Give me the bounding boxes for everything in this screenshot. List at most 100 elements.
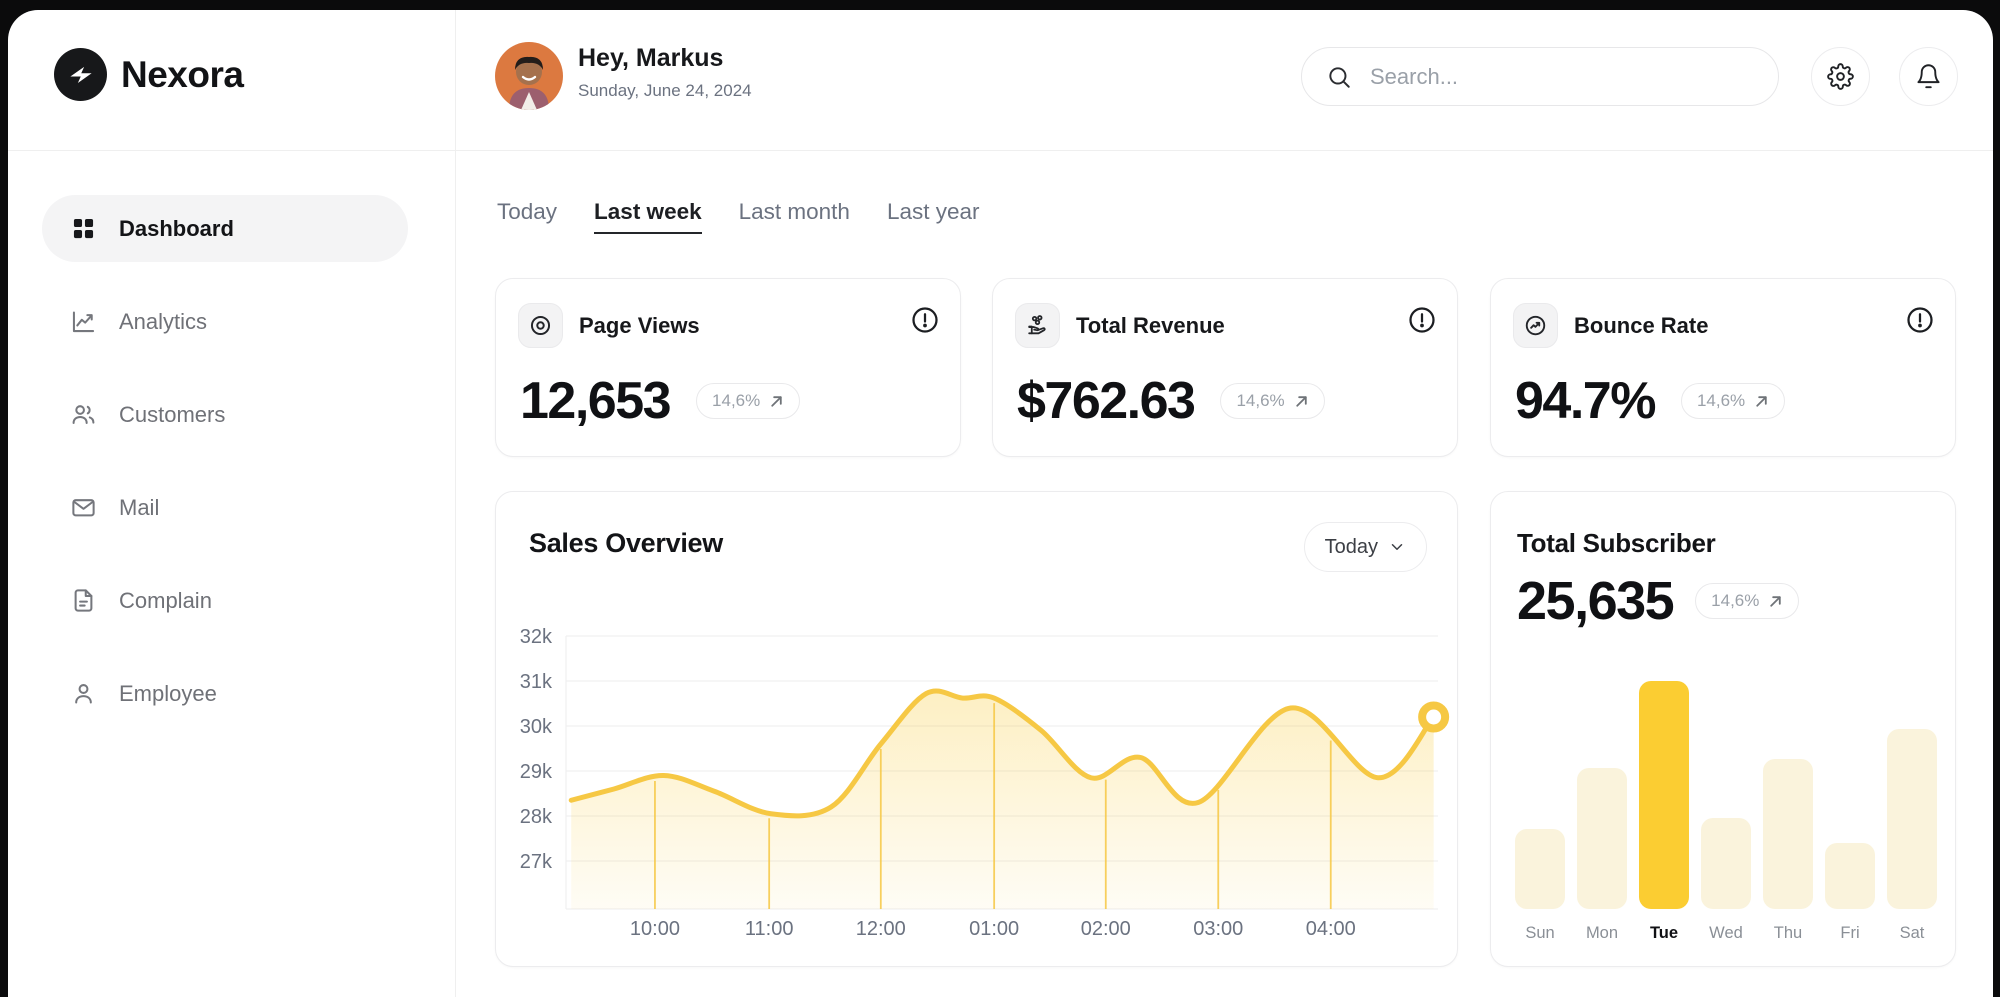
change-value: 14,6% — [712, 391, 761, 410]
chart-line-icon — [70, 308, 97, 335]
brand-name: Nexora — [121, 53, 244, 95]
stat-card-title: Page Views — [579, 312, 700, 338]
bar-wed[interactable] — [1701, 818, 1751, 909]
bar-label-wed: Wed — [1709, 924, 1743, 942]
stat-card-value: $762.63 — [1017, 372, 1196, 430]
trend-circle-icon — [1513, 303, 1558, 348]
svg-text:03:00: 03:00 — [1193, 918, 1243, 940]
stat-card-total-revenue: Total Revenue $762.63 14,6% — [992, 278, 1458, 457]
svg-text:28k: 28k — [520, 806, 553, 828]
sidebar-item-label: Dashboard — [119, 215, 234, 241]
stat-card-change-badge: 14,6% — [1680, 383, 1786, 419]
tab-today[interactable]: Today — [497, 199, 558, 224]
stat-card-change-badge: 14,6% — [696, 383, 801, 419]
change-value: 14,6% — [1696, 391, 1746, 410]
total-subscriber-title: Total Subscriber — [1517, 528, 1716, 558]
user-icon — [70, 680, 97, 707]
tab-last-month[interactable]: Last month — [738, 199, 850, 224]
eye-icon — [518, 303, 563, 348]
bar-label-fri: Fri — [1840, 924, 1860, 942]
bar-mon[interactable] — [1577, 768, 1627, 909]
bar-label-thu: Thu — [1773, 924, 1803, 942]
stat-card-change-badge: 14,6% — [1220, 383, 1325, 419]
bar-label-mon: Mon — [1585, 924, 1619, 942]
search-icon — [1326, 64, 1352, 90]
stat-card-page-views: Page Views 12,653 14,6% — [495, 278, 961, 457]
settings-gear-icon — [1827, 63, 1854, 90]
user-avatar[interactable] — [495, 42, 563, 110]
total-subscriber-card: Total Subscriber 25,635 14,6% Sun Mon Tue W… — [1490, 491, 1956, 967]
sidebar-divider — [455, 10, 456, 997]
svg-text:04:00: 04:00 — [1306, 918, 1356, 940]
arrow-up-right-icon — [1770, 595, 1782, 607]
sidebar-item-employee[interactable]: Employee — [42, 660, 408, 727]
brand-bolt-icon — [54, 48, 107, 101]
greeting-date: Sunday, June 24, 2024 — [578, 81, 752, 100]
settings-button[interactable] — [1811, 47, 1870, 106]
svg-text:12:00: 12:00 — [856, 918, 906, 940]
total-subscriber-change-badge: 14,6% — [1695, 583, 1800, 619]
sidebar-item-customers[interactable]: Customers — [42, 381, 408, 448]
sales-overview-card: Sales Overview Today 32k 31k 30k 29k 28k 27k 1… — [495, 491, 1458, 967]
sidebar-item-label: Mail — [119, 494, 160, 520]
sales-range-dropdown[interactable]: Today — [1303, 522, 1427, 572]
svg-text:29k: 29k — [520, 761, 553, 783]
file-text-icon — [70, 587, 97, 614]
sidebar-item-label: Employee — [119, 680, 217, 706]
tab-last-week[interactable]: Last week — [594, 199, 702, 234]
notifications-button[interactable] — [1899, 47, 1958, 106]
mail-icon — [70, 494, 97, 521]
line-end-marker — [1418, 701, 1450, 733]
bar-label-sat: Sat — [1899, 924, 1925, 942]
stat-card-bounce-rate: Bounce Rate 94.7% 14,6% — [1490, 278, 1956, 457]
bar-fri[interactable] — [1825, 843, 1875, 909]
sidebar-item-label: Analytics — [119, 308, 208, 334]
stat-card-value: 94.7% — [1515, 372, 1656, 430]
search-input[interactable] — [1368, 62, 1754, 91]
sidebar-item-dashboard[interactable]: Dashboard — [42, 195, 408, 262]
stat-card-title: Total Revenue — [1076, 312, 1225, 338]
svg-text:01:00: 01:00 — [969, 918, 1019, 940]
change-value: 14,6% — [1711, 591, 1760, 610]
sidebar-item-label: Customers — [119, 401, 226, 427]
bar-tue[interactable] — [1639, 681, 1689, 909]
svg-text:32k: 32k — [520, 626, 553, 648]
grid-icon — [70, 215, 97, 242]
search-bar[interactable] — [1301, 47, 1779, 106]
sales-line-chart[interactable]: 32k 31k 30k 29k 28k 27k 10:00 11:00 12:00 01:00 02… — [496, 612, 1459, 957]
sidebar-nav: Dashboard Analytics Customers Mail Compl… — [42, 195, 422, 753]
time-filter-tabs: Today Last week Last month Last year — [497, 199, 980, 234]
chevron-down-icon — [1388, 538, 1406, 556]
brand-logo: Nexora — [54, 48, 244, 101]
svg-text:27k: 27k — [520, 851, 553, 873]
bar-label-sun: Sun — [1525, 924, 1555, 942]
svg-text:10:00: 10:00 — [630, 918, 680, 940]
info-alert-icon[interactable] — [910, 305, 940, 335]
info-alert-icon[interactable] — [1905, 305, 1935, 335]
bar-sun[interactable] — [1515, 829, 1565, 909]
tab-last-year[interactable]: Last year — [886, 199, 980, 224]
stat-card-value: 12,653 — [520, 372, 672, 430]
svg-text:31k: 31k — [520, 671, 553, 693]
total-subscriber-value: 25,635 — [1517, 571, 1675, 631]
greeting-text: Hey, Markus — [578, 44, 724, 72]
header-divider — [8, 150, 1993, 151]
svg-text:11:00: 11:00 — [745, 918, 794, 940]
svg-text:30k: 30k — [520, 716, 553, 738]
stat-card-title: Bounce Rate — [1574, 312, 1709, 338]
bar-thu[interactable] — [1763, 759, 1813, 909]
hand-coins-icon — [1015, 303, 1060, 348]
sidebar-item-mail[interactable]: Mail — [42, 474, 408, 541]
sidebar-item-complain[interactable]: Complain — [42, 567, 408, 634]
sidebar-item-analytics[interactable]: Analytics — [42, 288, 408, 355]
notification-bell-icon — [1915, 63, 1942, 90]
info-alert-icon[interactable] — [1407, 305, 1437, 335]
subscriber-bar-chart[interactable]: Sun Mon Tue Wed Thu Fri Sat — [1491, 492, 1955, 966]
change-value: 14,6% — [1236, 391, 1285, 410]
svg-text:02:00: 02:00 — [1081, 918, 1131, 940]
bar-sat[interactable] — [1887, 729, 1937, 909]
sales-overview-title: Sales Overview — [529, 528, 723, 558]
sales-range-value: Today — [1324, 535, 1378, 558]
users-icon — [70, 401, 97, 428]
sidebar-item-label: Complain — [119, 587, 212, 613]
